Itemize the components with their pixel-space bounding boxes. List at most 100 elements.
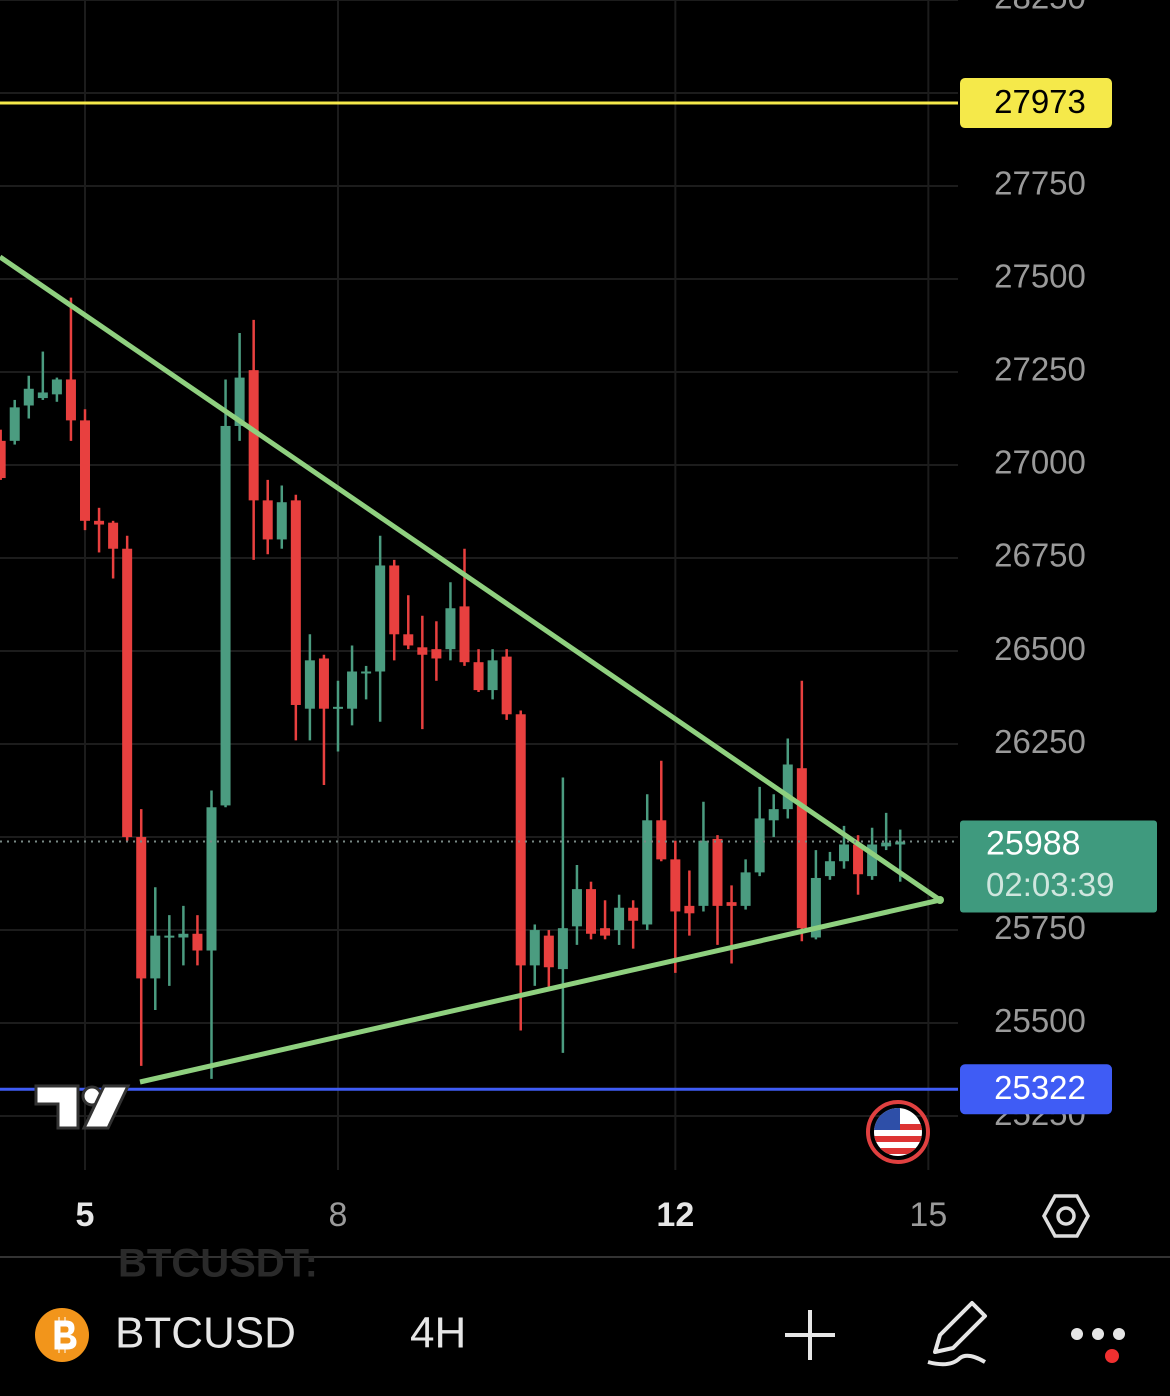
candle-body: [726, 902, 737, 906]
candle-body: [9, 407, 20, 441]
candle-body: [0, 440, 6, 479]
candle-body: [684, 905, 695, 914]
price-label: 27973: [994, 83, 1086, 120]
candle-body: [361, 671, 372, 674]
more-button[interactable]: [1071, 1328, 1125, 1363]
candle-body: [65, 379, 76, 421]
candle-body: [80, 420, 90, 521]
candle-body: [136, 837, 147, 979]
candle-body: [403, 634, 414, 646]
candle-body: [94, 520, 105, 525]
candle-body: [628, 907, 639, 921]
settings-icon[interactable]: [1042, 1194, 1090, 1238]
x-tick-label: 15: [909, 1196, 947, 1234]
candle-body: [459, 606, 470, 663]
candle-body: [122, 548, 133, 838]
candle-body: [867, 844, 878, 877]
candle-body: [824, 861, 835, 877]
candle-body: [234, 377, 245, 426]
candle-body: [712, 838, 723, 906]
y-tick-label: 27250: [994, 351, 1086, 388]
candle-body: [515, 714, 526, 966]
x-tick-label: 12: [656, 1196, 694, 1234]
labels: 2525025500257502600026250265002675027000…: [0, 0, 1157, 1234]
y-tick-label: 27750: [994, 165, 1086, 202]
candle-body: [51, 379, 62, 395]
y-tick-label: 25750: [994, 909, 1086, 946]
y-tick-label: 25500: [994, 1002, 1086, 1039]
candle-body: [557, 928, 568, 970]
tv-logo: [34, 1084, 131, 1130]
last-price-box: [960, 820, 1157, 913]
candle-body: [220, 425, 231, 806]
trendline-lower: [139, 897, 941, 1085]
candle-body: [768, 809, 779, 821]
candle-body: [740, 872, 751, 906]
y-tick-label: 27500: [994, 258, 1086, 295]
candle-body: [782, 764, 793, 810]
y-tick-label: 27000: [994, 444, 1086, 481]
candle-body: [248, 370, 259, 501]
interval[interactable]: 4H: [410, 1309, 466, 1358]
candle-body: [304, 660, 315, 709]
candle-body: [529, 930, 540, 966]
candle-body: [614, 907, 625, 931]
trendline-apex: [936, 896, 944, 904]
candle-body: [375, 565, 386, 672]
y-tick-label: 28250: [994, 0, 1086, 16]
candle-body: [487, 660, 498, 691]
candle-body: [164, 935, 175, 938]
candle-body: [206, 807, 217, 951]
candle-body: [445, 608, 456, 650]
candle-body: [642, 820, 653, 925]
x-tick-label: 5: [76, 1196, 95, 1234]
candle-body: [473, 662, 484, 691]
y-tick-label: 26750: [994, 537, 1086, 574]
candle-body: [810, 877, 821, 938]
candle-body: [431, 649, 442, 659]
candle-body: [754, 818, 765, 873]
ghost-symbol: BTCUSDT:: [118, 1242, 318, 1286]
candle-body: [333, 706, 343, 709]
candle-body: [600, 928, 611, 936]
candle-body: [178, 933, 189, 938]
flag-icon: [866, 1100, 930, 1164]
y-tick-label: 26500: [994, 630, 1086, 667]
y-tick-label: 26250: [994, 723, 1086, 760]
candle-body: [571, 889, 582, 927]
candle-body: [389, 565, 400, 635]
candle-body: [698, 840, 709, 906]
candle-body: [656, 820, 667, 860]
add-button[interactable]: [785, 1310, 835, 1360]
candle-body: [150, 935, 161, 979]
candle-body: [895, 841, 906, 845]
candle-body: [543, 935, 554, 968]
candle-body: [853, 844, 864, 875]
candle-body: [262, 500, 273, 540]
btc-glyph: [54, 1317, 77, 1353]
candle-body: [290, 500, 301, 705]
candle-body: [108, 522, 119, 549]
candle-body: [796, 768, 807, 929]
candle-body: [192, 933, 203, 951]
candle-body: [37, 392, 48, 399]
candle-body: [417, 647, 428, 655]
draw-button[interactable]: [927, 1301, 987, 1367]
x-tick-label: 8: [329, 1196, 348, 1234]
candle-body: [670, 859, 681, 912]
candle-body: [839, 844, 849, 862]
candle-body: [318, 658, 329, 709]
price-label-box: [960, 1064, 1112, 1115]
candle-body: [881, 842, 892, 847]
price-label-box: [960, 78, 1112, 129]
candle-body: [501, 656, 512, 715]
candle-body: [276, 502, 287, 540]
candle-body: [23, 388, 34, 406]
candle-body: [347, 671, 358, 709]
trendline-upper: [0, 254, 942, 903]
countdown: 02:03:39: [986, 866, 1114, 903]
symbol[interactable]: BTCUSD: [115, 1309, 296, 1358]
price-label: 25322: [994, 1069, 1086, 1106]
candle-body: [586, 889, 596, 934]
